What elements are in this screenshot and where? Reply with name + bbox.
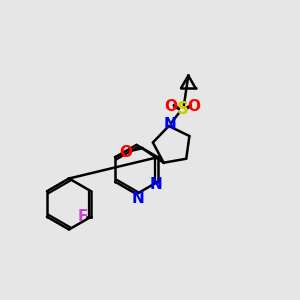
Text: O: O (164, 99, 177, 114)
Text: S: S (176, 100, 188, 118)
Text: O: O (187, 99, 200, 114)
Text: N: N (164, 117, 177, 132)
Text: N: N (132, 191, 144, 206)
Text: F: F (77, 209, 88, 224)
Text: O: O (119, 145, 132, 160)
Text: N: N (150, 177, 163, 192)
